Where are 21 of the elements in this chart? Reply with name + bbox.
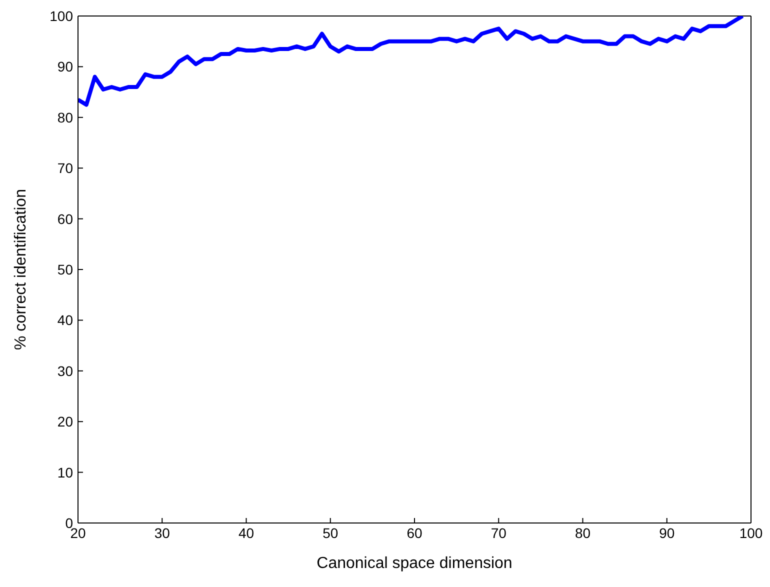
y-tick-label: 50 [57,261,74,278]
y-tick-label: 10 [57,464,74,480]
x-tick-label: 70 [490,524,507,541]
y-tick-label: 60 [57,210,74,227]
y-tick-label: 70 [57,160,74,176]
y-axis-title: % correct identification [12,189,30,350]
x-tick-label: 40 [238,524,254,541]
x-tick-label: 90 [659,524,675,541]
y-tick-label: 30 [57,362,74,379]
y-tick-label: 90 [57,58,74,75]
y-tick-label: 20 [57,414,74,430]
x-tick-label: 50 [322,524,338,541]
line-series [78,16,745,107]
x-axis-title: Canonical space dimension [316,555,512,572]
x-tick-label: 30 [154,524,170,541]
y-tick-label: 100 [50,8,74,24]
x-tick-label: 60 [406,524,422,541]
x-tick-label: 80 [574,524,591,541]
x-tick-label: 100 [739,524,763,541]
y-tick-label: 80 [57,109,74,126]
y-tick-label: 40 [57,312,74,328]
